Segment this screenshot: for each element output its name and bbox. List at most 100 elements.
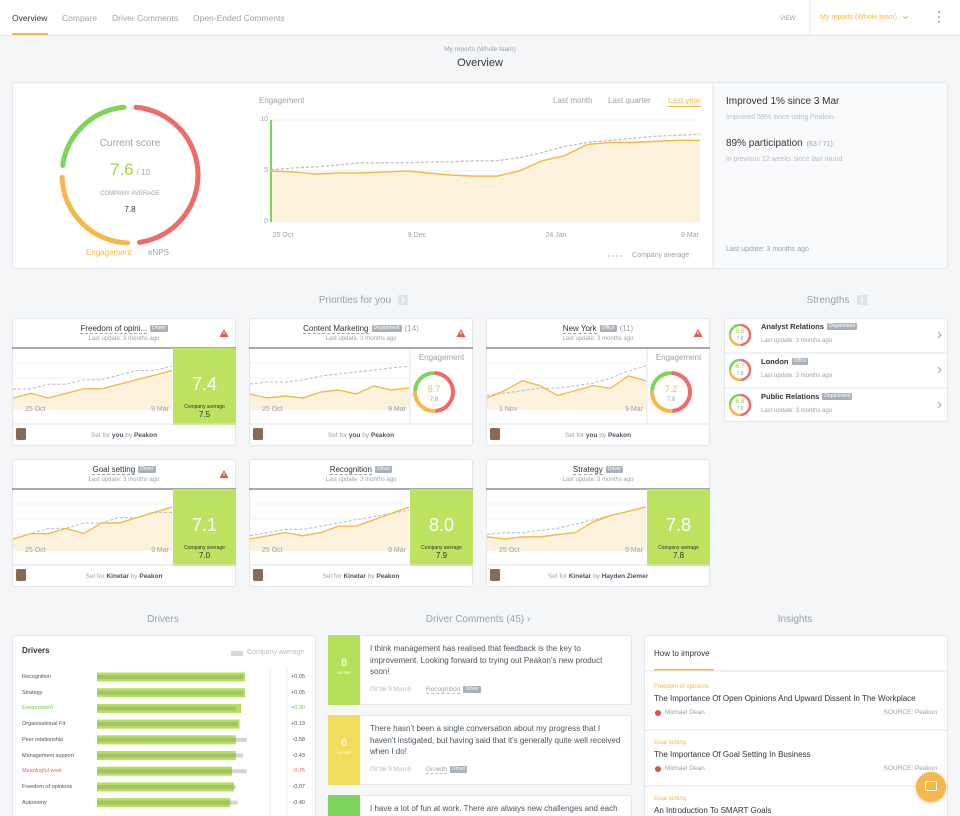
gauge-label: Current score [99,138,161,149]
range-tab[interactable]: Last month [553,96,593,105]
card-title[interactable]: Strategy [572,465,603,475]
gauge-tab[interactable]: eNPS [148,248,169,257]
section-heading: Strengths [806,295,850,306]
strength-score: 6.7 [735,363,745,370]
strength-name[interactable]: Public Relations [761,392,820,401]
view-select[interactable]: My reports (Whole team) [820,14,898,21]
card-count: (11) [619,324,634,333]
insight-author: Michael Dean [665,765,705,772]
gauge-tab[interactable]: Engagement [86,248,132,257]
driver-name[interactable]: Strategy [22,689,43,696]
strength-average: 7.8 [736,371,744,377]
x-tick-label: 24 Jan [545,232,567,239]
strength-update: Last update: 3 months ago [761,408,833,414]
card-update: Last update: 3 months ago [325,336,397,342]
driver-name[interactable]: Recognition [22,674,52,680]
comment-time: 08:36 9 March [370,766,412,773]
driver-change: -0.43 [292,752,305,759]
comment-time: 08:36 9 March [370,686,412,693]
nav-tab[interactable]: Overview [12,13,48,23]
gauge-average: 7.8 [124,205,136,214]
comment-driver[interactable]: Recognition [426,686,461,694]
nav-tab[interactable]: Compare [62,13,97,23]
range-tab[interactable]: Last year [668,96,701,105]
card-footer: Set for you by Peakon [12,431,236,441]
strength-average: 7.8 [736,336,744,342]
comment-card [328,635,632,705]
range-tab[interactable]: Last quarter [608,96,651,105]
footer-text: Peakon [376,573,400,580]
driver-name[interactable]: Autonomy [22,799,47,806]
driver-name[interactable]: Organisational Fit [22,721,66,728]
driver-name[interactable]: Peer relationship [22,736,64,743]
x-tick-label: 9 Dec [407,232,427,239]
driver-name[interactable]: Meaningful work [22,768,63,775]
card-average: 7.0 [198,551,211,560]
comment-score: 8 [340,657,348,669]
card-title-row: Freedom of opini... Driver [12,324,236,334]
nav-tab[interactable]: Open-Ended Comments [193,13,285,23]
footer-text: Set for [90,432,112,439]
card-title-row: Strategy Driver [486,465,710,475]
section-heading: Drivers [147,614,179,625]
insights-card [644,635,948,816]
comment-card [328,715,632,785]
comment-text: There hasn't been a single conversation … [370,724,621,756]
comment-driver[interactable]: Growth [426,766,447,774]
insight-title[interactable]: An Introduction To SMART Goals [654,806,772,815]
card-score: 7.4 [191,374,218,394]
card-tag: Driver [605,466,624,474]
nav-tab[interactable]: Driver Comments [112,13,179,23]
comment-tag: Driver [463,685,481,693]
y-tick-label: 0 [264,218,268,225]
participation-count: (63 / 71) [806,141,833,148]
section-heading: Priorities for you [318,295,392,306]
footer-text: by [360,432,371,439]
x-tick-label: 25 Oct [25,547,46,554]
card-score: 7.1 [191,515,218,535]
driver-name[interactable]: Management support [22,752,74,759]
card-update: Last update: 3 months ago [88,336,160,342]
strength-score: 8.8 [735,398,745,405]
card-title[interactable]: Recognition [329,465,372,475]
card-update: Last update: 3 months ago [325,477,397,483]
x-tick-label: 9 Mar [681,232,699,239]
x-tick-label: 25 Oct [272,232,294,239]
card-tag: Department [371,325,402,333]
strength-name[interactable]: Analyst Relations [761,322,824,331]
card-title[interactable]: Content Marketing [303,324,369,334]
footer-text: Set for [322,573,344,580]
comment-score-label: SCORE [336,670,352,675]
insights-tab[interactable]: How to improve [654,649,710,658]
insight-title[interactable]: The Importance Of Goal Setting In Busine… [654,750,811,759]
section-heading: Insights [777,614,813,625]
footer-text: Set for [547,573,569,580]
card-count: (14) [404,324,419,333]
driver-name[interactable]: Freedom of opinions [22,783,73,790]
footer-text: you [111,432,124,439]
stats-headline: Improved 1% since 3 Mar [726,96,840,107]
insight-title[interactable]: The Importance Of Open Opinions And Upwa… [654,694,916,703]
strength-tag: Department [822,393,853,401]
card-title[interactable]: Goal setting [92,465,136,475]
driver-name[interactable]: Environment [22,705,53,712]
strength-name[interactable]: London [761,357,789,366]
chat-button[interactable] [916,772,946,802]
card-tag: Driver [374,466,393,474]
gauge-average-label: COMPANY AVERAGE [100,191,160,197]
card-title[interactable]: Freedom of opini... [80,324,148,334]
comment-driver-row: Growth Driver [426,765,468,775]
footer-text: by [365,573,377,580]
gauge-score: 7.6 [110,160,134,179]
gauge-label: Engagement [418,353,465,362]
x-tick-label: 25 Oct [25,406,46,413]
footer-text: by [591,573,602,580]
card-title[interactable]: New York [562,324,597,334]
footer-text: you [585,432,598,439]
driver-change: +0.13 [291,721,305,728]
card-tag: Office [599,325,617,333]
gauge-score: 7.2 [664,384,678,394]
x-tick-label: 25 Oct [262,406,283,413]
strength-tag: Office [791,358,809,366]
